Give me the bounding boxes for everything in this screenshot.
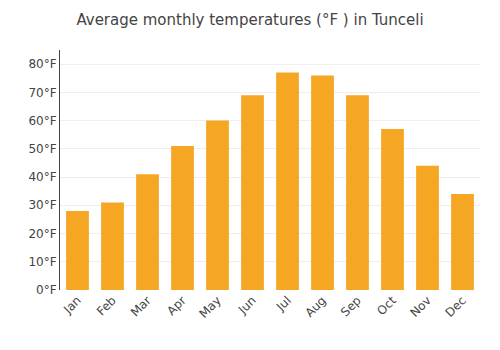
svg-text:70°F: 70°F	[28, 86, 56, 100]
svg-text:Sep: Sep	[338, 293, 364, 319]
svg-text:Apr: Apr	[164, 293, 189, 318]
svg-text:Oct: Oct	[374, 293, 399, 318]
svg-text:30°F: 30°F	[28, 198, 56, 212]
svg-text:60°F: 60°F	[28, 114, 56, 128]
svg-text:0°F: 0°F	[36, 283, 57, 297]
svg-text:Feb: Feb	[94, 293, 119, 318]
svg-text:50°F: 50°F	[28, 142, 56, 156]
svg-text:Jan: Jan	[60, 293, 84, 317]
svg-text:Nov: Nov	[407, 293, 433, 319]
svg-text:Dec: Dec	[443, 293, 469, 319]
svg-text:20°F: 20°F	[28, 227, 56, 241]
svg-text:Jun: Jun	[235, 293, 259, 317]
svg-text:10°F: 10°F	[28, 255, 56, 269]
svg-text:Mar: Mar	[128, 293, 154, 319]
svg-text:40°F: 40°F	[28, 170, 56, 184]
svg-text:Jul: Jul	[273, 293, 294, 314]
svg-text:Aug: Aug	[302, 293, 328, 319]
svg-text:Average monthly temperatures (: Average monthly temperatures (°F ) in Tu…	[76, 11, 423, 29]
svg-text:May: May	[196, 293, 223, 320]
svg-text:80°F: 80°F	[28, 57, 56, 71]
